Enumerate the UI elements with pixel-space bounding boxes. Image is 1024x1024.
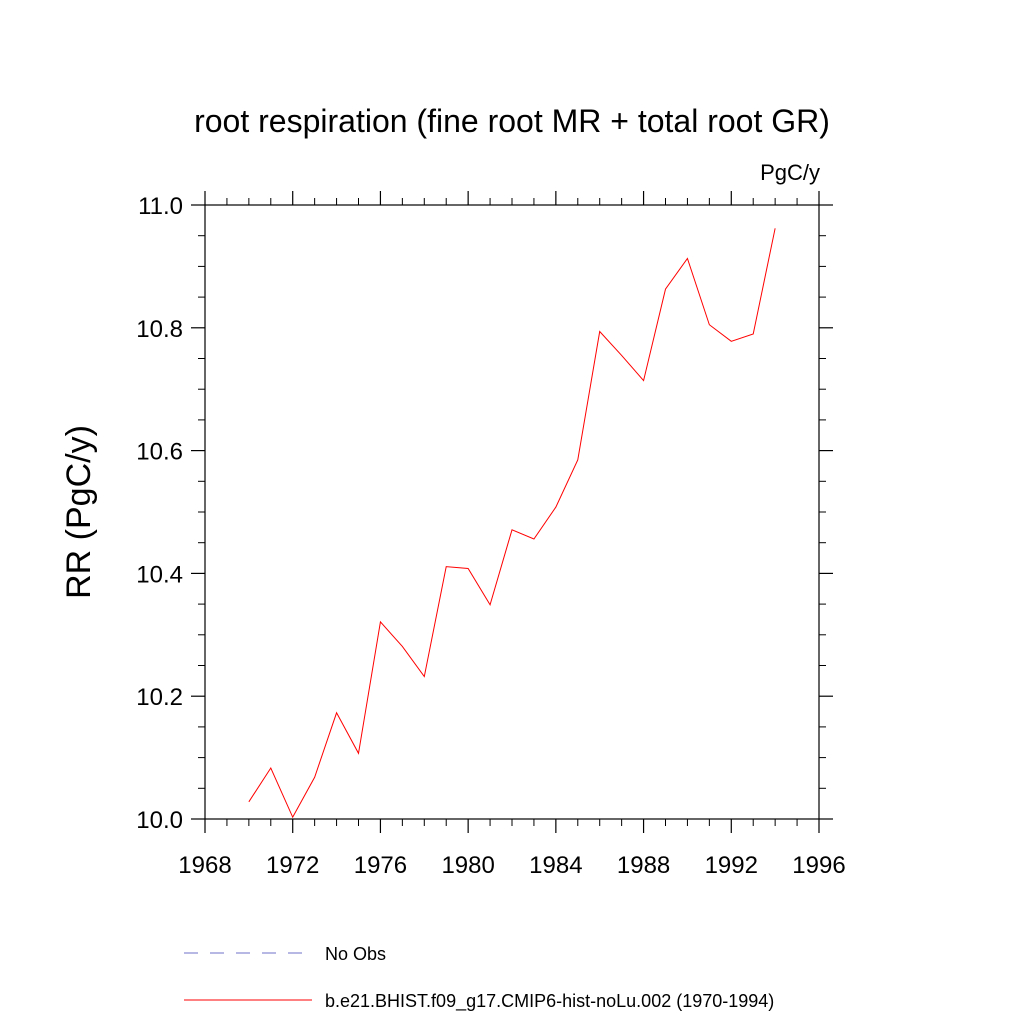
y-tick-label: 10.2 — [136, 684, 183, 711]
y-tick-label: 10.6 — [136, 439, 183, 466]
x-tick-label: 1972 — [266, 852, 319, 879]
plot-frame — [204, 204, 820, 820]
y-tick-label: 10.0 — [136, 807, 183, 834]
legend: No Obs b.e21.BHIST.f09_g17.CMIP6-hist-noL… — [184, 944, 774, 1012]
legend-label: b.e21.BHIST.f09_g17.CMIP6-hist-noLu.002 … — [325, 991, 774, 1012]
x-tick-label: 1976 — [354, 852, 407, 879]
legend-label: No Obs — [325, 944, 386, 964]
x-tick-label: 1988 — [617, 852, 670, 879]
x-tick-label: 1980 — [441, 852, 494, 879]
series-line-1 — [248, 228, 776, 819]
tick-labels: 1968 1972 1976 1980 1984 1988 1992 1996 10.0 10.2… — [136, 193, 845, 879]
units-label: PgC/y — [760, 160, 820, 185]
y-tick-label: 11.0 — [138, 193, 183, 220]
x-tick-label: 1984 — [529, 852, 582, 879]
x-tick-label: 1996 — [792, 852, 845, 879]
y-axis-label: RR (PgC/y) — [60, 425, 98, 599]
chart-title: root respiration (fine root MR + total r… — [194, 103, 830, 139]
y-tick-label: 10.8 — [136, 316, 183, 343]
axis-ticks — [191, 191, 833, 833]
y-tick-label: 10.4 — [136, 561, 183, 588]
x-tick-label: 1968 — [178, 852, 231, 879]
series-lines — [248, 228, 776, 819]
x-tick-label: 1992 — [705, 852, 758, 879]
